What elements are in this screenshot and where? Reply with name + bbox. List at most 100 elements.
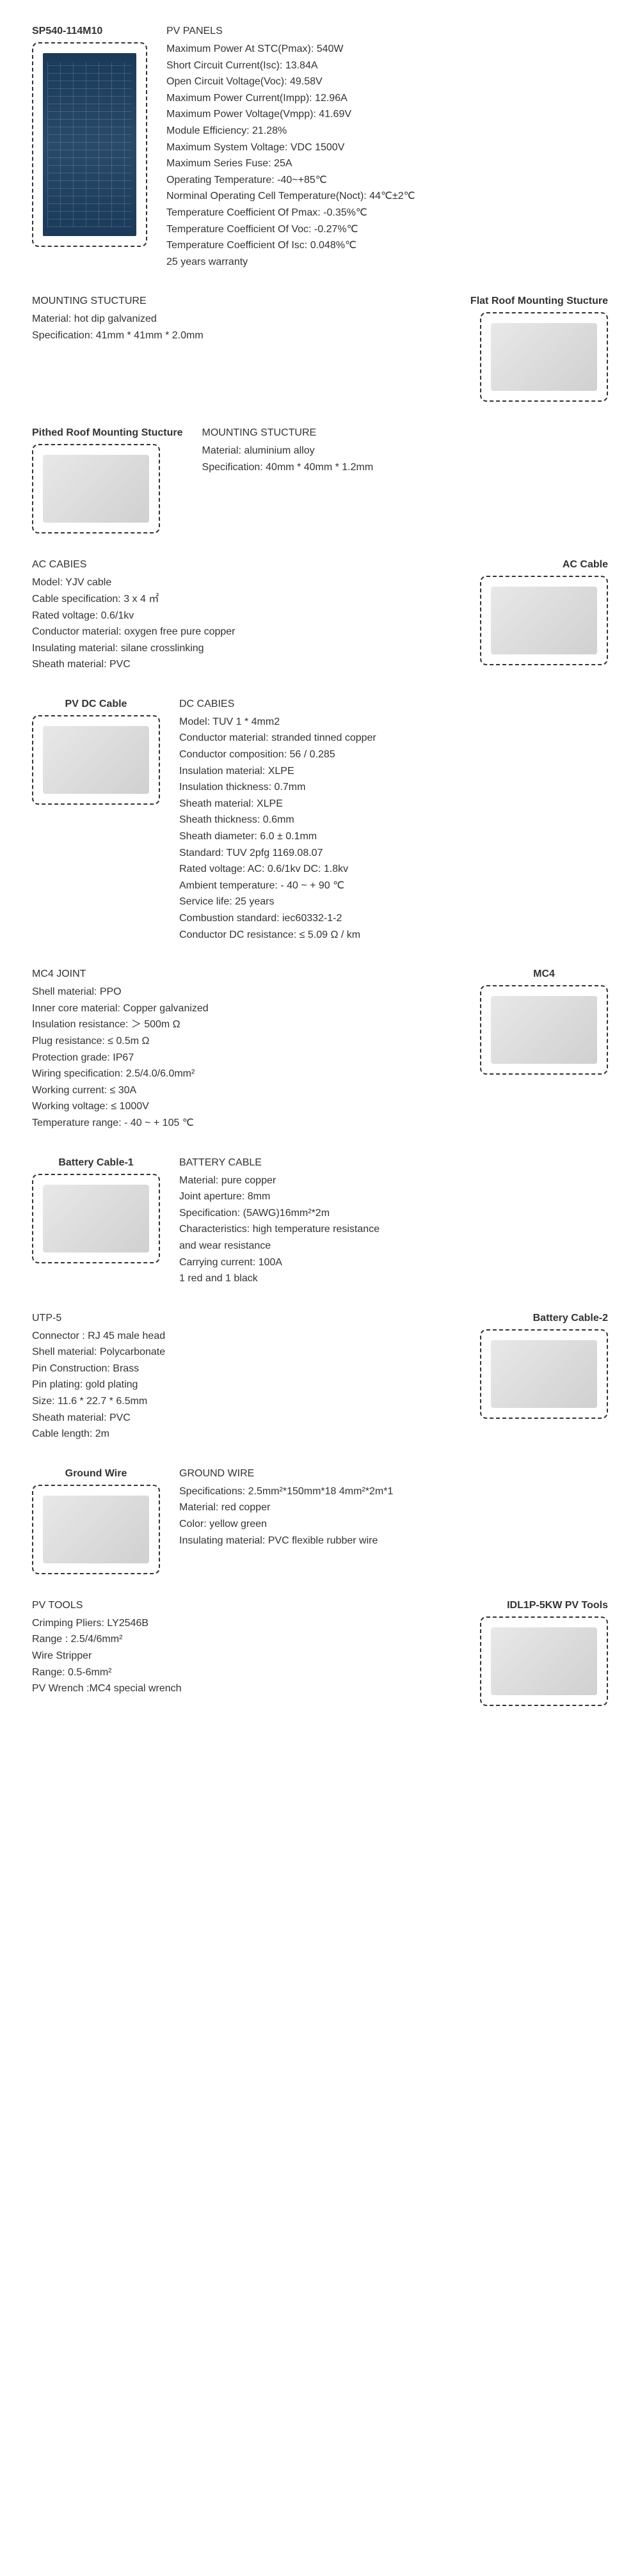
spec-line: Specification: 40mm * 40mm * 1.2mm bbox=[202, 459, 608, 476]
spec-line: Sheath material: XLPE bbox=[179, 796, 608, 812]
product-title: AC CABIES bbox=[32, 559, 461, 571]
spec-line: Working current: ≤ 30A bbox=[32, 1082, 461, 1099]
product-specs: GROUND WIRE Specifications: 2.5mm²*150mm*… bbox=[179, 1468, 608, 1549]
spec-line: Material: pure copper bbox=[179, 1173, 608, 1189]
product-title: MOUNTING STUCTURE bbox=[202, 427, 608, 439]
spec-line: Cable length: 2m bbox=[32, 1426, 461, 1442]
product-title: PV TOOLS bbox=[32, 1600, 461, 1611]
product-image-box bbox=[32, 1174, 160, 1263]
product-image-label: MC4 bbox=[533, 968, 555, 980]
product-specs: UTP-5Connector : RJ 45 male headShell ma… bbox=[32, 1313, 461, 1442]
spec-line: Maximum System Voltage: VDC 1500V bbox=[166, 139, 608, 156]
product-row: PV TOOLSCrimping Pliers: LY2546BRange : … bbox=[32, 1600, 608, 1706]
spec-line: Sheath material: PVC bbox=[32, 656, 461, 673]
product-title: BATTERY CABLE bbox=[179, 1157, 608, 1169]
product-image-label: Battery Cable-2 bbox=[533, 1313, 608, 1324]
product-row: Battery Cable-1 BATTERY CABLE Material: pu… bbox=[32, 1157, 608, 1287]
product-image-placeholder bbox=[491, 323, 597, 391]
spec-line: Conductor material: oxygen free pure cop… bbox=[32, 624, 461, 640]
product-image-placeholder bbox=[43, 1185, 149, 1252]
spec-line: Module Efficiency: 21.28% bbox=[166, 123, 608, 139]
spec-line: Conductor material: stranded tinned copp… bbox=[179, 730, 608, 747]
product-image-box bbox=[480, 985, 608, 1075]
product-title: PV PANELS bbox=[166, 26, 608, 37]
spec-line: Characteristics: high temperature resist… bbox=[179, 1221, 608, 1238]
spec-line: Insulation resistance: ＞ 500m Ω bbox=[32, 1016, 461, 1033]
image-column: MC4 bbox=[480, 968, 608, 1075]
product-image-label: PV DC Cable bbox=[65, 699, 127, 710]
spec-line: 25 years warranty bbox=[166, 254, 608, 271]
product-specs: DC CABIES Model: TUV 1 * 4mm2Conductor ma… bbox=[179, 699, 608, 943]
product-image-placeholder bbox=[491, 996, 597, 1064]
product-specs: BATTERY CABLEMaterial: pure copperJoint … bbox=[179, 1157, 608, 1287]
product-image-box bbox=[480, 312, 608, 402]
product-image-box bbox=[480, 576, 608, 665]
spec-line: Sheath thickness: 0.6mm bbox=[179, 812, 608, 828]
image-column: SP540-114M10 bbox=[32, 26, 147, 247]
product-image-label: AC Cable bbox=[563, 559, 608, 571]
product-title: GROUND WIRE bbox=[179, 1468, 608, 1480]
image-column: Battery Cable-1 bbox=[32, 1157, 160, 1263]
spec-line: Size: 11.6 * 22.7 * 6.5mm bbox=[32, 1393, 461, 1410]
product-image-label: Flat Roof Mounting Stucture bbox=[470, 296, 608, 307]
product-title: UTP-5 bbox=[32, 1313, 461, 1324]
spec-line: Rated voltage: AC: 0.6/1kv DC: 1.8kv bbox=[179, 861, 608, 878]
spec-line: Sheath diameter: 6.0 ± 0.1mm bbox=[179, 828, 608, 845]
product-row: SP540-114M10 PV PANELSMaximum Power At ST… bbox=[32, 26, 608, 270]
product-title: DC CABIES bbox=[179, 699, 608, 710]
product-specs: PV PANELSMaximum Power At STC(Pmax): 540… bbox=[166, 26, 608, 270]
spec-line: Model: TUV 1 * 4mm2 bbox=[179, 714, 608, 731]
spec-line: Rated voltage: 0.6/1kv bbox=[32, 608, 461, 624]
product-image-box bbox=[480, 1616, 608, 1706]
spec-line: 1 red and 1 black bbox=[179, 1270, 608, 1287]
spec-line: Operating Temperature: -40~+85℃ bbox=[166, 172, 608, 189]
spec-line: Conductor DC resistance: ≤ 5.09 Ω / km bbox=[179, 927, 608, 944]
product-image-box bbox=[32, 444, 160, 533]
product-specs: MC4 JOINTShell material: PPOInner core m… bbox=[32, 968, 461, 1131]
spec-line: Ambient temperature: - 40 ~ + 90 ℃ bbox=[179, 878, 608, 894]
spec-line: Inner core material: Copper galvanized bbox=[32, 1000, 461, 1017]
spec-line: Specifications: 2.5mm²*150mm*18 4mm²*2m*… bbox=[179, 1483, 608, 1500]
image-column: Pithed Roof Mounting Stucture bbox=[32, 427, 183, 533]
product-row: Pithed Roof Mounting Stucture MOUNTING ST… bbox=[32, 427, 608, 533]
spec-line: Conductor composition: 56 / 0.285 bbox=[179, 747, 608, 763]
product-image-placeholder bbox=[491, 587, 597, 654]
spec-line: Working voltage: ≤ 1000V bbox=[32, 1098, 461, 1115]
product-specs: AC CABIESModel: YJV cableCable specifica… bbox=[32, 559, 461, 673]
spec-line: Temperature Coefficient Of Voc: -0.27%℃ bbox=[166, 221, 608, 238]
product-row: MC4 JOINTShell material: PPOInner core m… bbox=[32, 968, 608, 1131]
image-column: Battery Cable-2 bbox=[480, 1313, 608, 1419]
spec-line: Short Circuit Current(Isc): 13.84A bbox=[166, 58, 608, 74]
spec-line: Color: yellow green bbox=[179, 1516, 608, 1533]
image-column: IDL1P-5KW PV Tools bbox=[480, 1600, 608, 1706]
product-image-placeholder bbox=[43, 455, 149, 523]
spec-line: Temperature range: - 40 ~ + 105 ℃ bbox=[32, 1115, 461, 1132]
spec-line: Range : 2.5/4/6mm² bbox=[32, 1631, 461, 1648]
spec-line: Maximum Power Current(Impp): 12.96A bbox=[166, 90, 608, 107]
product-row: PV DC CableDC CABIESModel: TUV 1 * 4mm2C… bbox=[32, 699, 608, 943]
product-image-label: Battery Cable-1 bbox=[58, 1157, 133, 1169]
spec-line: Pin plating: gold plating bbox=[32, 1377, 461, 1393]
product-title: MOUNTING STUCTURE bbox=[32, 296, 451, 307]
spec-line: Standard: TUV 2pfg 1169.08.07 bbox=[179, 845, 608, 862]
product-image-box bbox=[32, 1485, 160, 1574]
spec-line: Insulating material: silane crosslinking bbox=[32, 640, 461, 657]
spec-line: Cable specification: 3 x 4 ㎡ bbox=[32, 591, 461, 608]
spec-line: Insulation thickness: 0.7mm bbox=[179, 779, 608, 796]
spec-line: Range: 0.5-6mm² bbox=[32, 1664, 461, 1681]
spec-line: and wear resistance bbox=[179, 1238, 608, 1254]
spec-line: Insulating material: PVC flexible rubber… bbox=[179, 1533, 608, 1549]
spec-line: Shell material: PPO bbox=[32, 984, 461, 1000]
product-image-label: SP540-114M10 bbox=[32, 26, 102, 37]
product-image-box bbox=[32, 715, 160, 805]
product-image-box bbox=[480, 1329, 608, 1419]
spec-line: Material: red copper bbox=[179, 1499, 608, 1516]
product-row: Ground WireGROUND WIRESpecifications: 2.… bbox=[32, 1468, 608, 1574]
spec-line: Combustion standard: iec60332-1-2 bbox=[179, 910, 608, 927]
image-column: AC Cable bbox=[480, 559, 608, 665]
spec-line: Material: aluminium alloy bbox=[202, 443, 608, 459]
spec-line: Specification: (5AWG)16mm²*2m bbox=[179, 1205, 608, 1222]
spec-line: Wire Stripper bbox=[32, 1648, 461, 1664]
product-image-placeholder bbox=[43, 726, 149, 794]
spec-line: Protection grade: IP67 bbox=[32, 1050, 461, 1066]
